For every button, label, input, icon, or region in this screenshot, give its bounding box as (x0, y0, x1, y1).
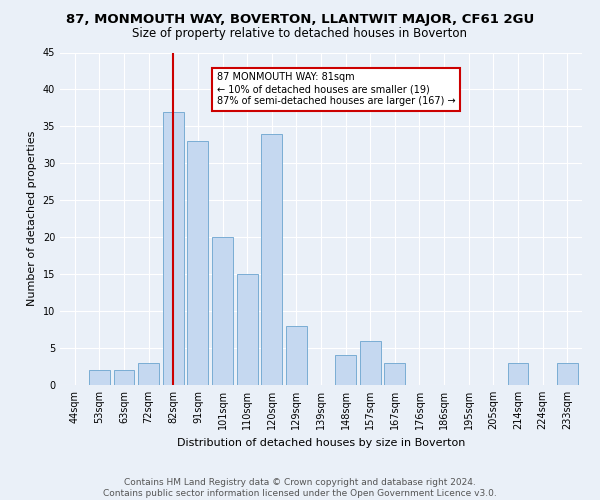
Text: Contains HM Land Registry data © Crown copyright and database right 2024.
Contai: Contains HM Land Registry data © Crown c… (103, 478, 497, 498)
X-axis label: Distribution of detached houses by size in Boverton: Distribution of detached houses by size … (177, 438, 465, 448)
Y-axis label: Number of detached properties: Number of detached properties (27, 131, 37, 306)
Bar (261, 134, 282, 385)
Text: 87, MONMOUTH WAY, BOVERTON, LLANTWIT MAJOR, CF61 2GU: 87, MONMOUTH WAY, BOVERTON, LLANTWIT MAJ… (66, 12, 534, 26)
Bar (286, 326, 307, 385)
Bar (212, 237, 233, 385)
Bar (236, 274, 257, 385)
Bar (187, 141, 208, 385)
Text: Size of property relative to detached houses in Boverton: Size of property relative to detached ho… (133, 28, 467, 40)
Bar (508, 363, 529, 385)
Bar (360, 340, 381, 385)
Bar (113, 370, 134, 385)
Bar (335, 356, 356, 385)
Bar (385, 363, 406, 385)
Text: 87 MONMOUTH WAY: 81sqm
← 10% of detached houses are smaller (19)
87% of semi-det: 87 MONMOUTH WAY: 81sqm ← 10% of detached… (217, 72, 455, 106)
Bar (163, 112, 184, 385)
Bar (89, 370, 110, 385)
Bar (557, 363, 578, 385)
Bar (138, 363, 159, 385)
